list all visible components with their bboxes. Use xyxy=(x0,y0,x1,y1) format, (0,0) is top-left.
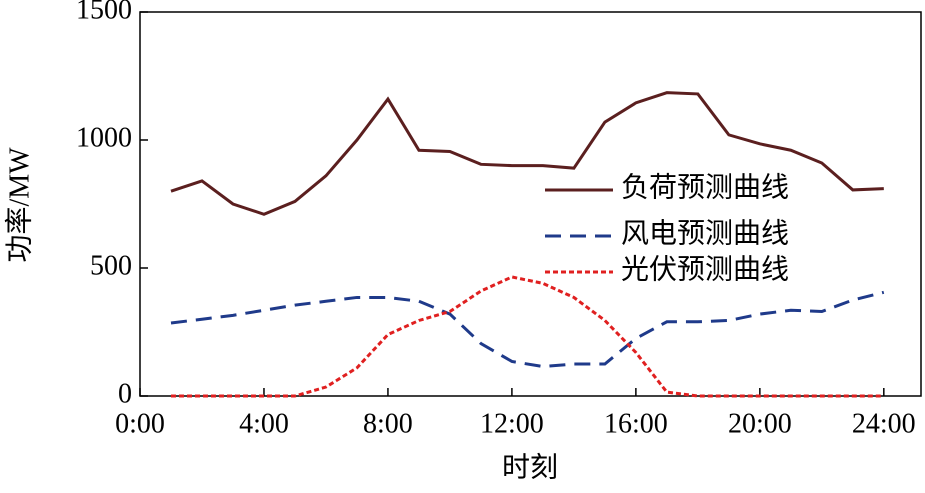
x-tick-label: 0:00 xyxy=(115,408,165,439)
legend-label: 风电预测曲线 xyxy=(621,217,789,249)
y-tick-label: 500 xyxy=(90,250,132,281)
legend-label: 光伏预测曲线 xyxy=(621,253,789,285)
y-tick-label: 1000 xyxy=(76,122,132,153)
series-line xyxy=(170,91,884,216)
series-line xyxy=(170,275,884,398)
x-tick-label: 8:00 xyxy=(363,408,413,439)
plot-frame xyxy=(139,11,922,397)
x-tick-label: 20:00 xyxy=(728,408,792,439)
y-tick-label: 1500 xyxy=(76,0,132,25)
x-tick-label: 4:00 xyxy=(239,408,289,439)
y-axis-label: 功率/MW xyxy=(3,147,35,263)
legend-label: 负荷预测曲线 xyxy=(621,171,789,203)
series-line xyxy=(170,290,885,369)
x-axis-label: 时刻 xyxy=(502,451,558,483)
x-tick-label: 16:00 xyxy=(604,408,668,439)
y-tick-label: 0 xyxy=(118,378,132,409)
x-tick-label: 24:00 xyxy=(852,408,916,439)
x-tick-label: 12:00 xyxy=(480,408,544,439)
